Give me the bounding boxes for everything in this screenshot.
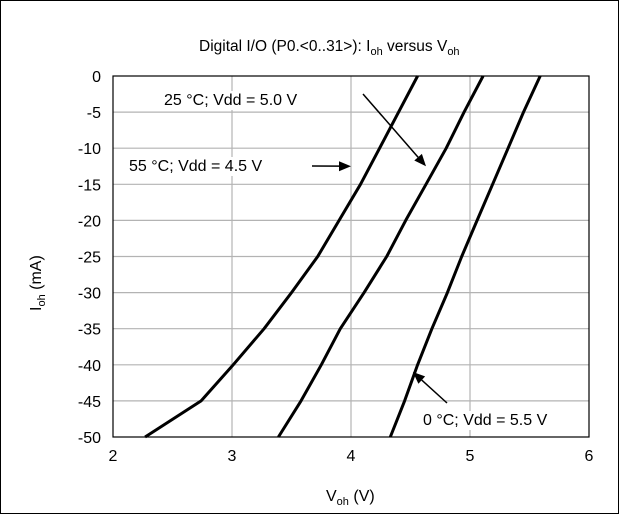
annotation-layer: 25 °C; Vdd = 5.0 V 55 °C; Vdd = 4.5 V 0 °C… <box>127 91 550 430</box>
x-tick-label: 3 <box>228 448 237 465</box>
annotation-label: 55 °C; Vdd = 4.5 V <box>129 158 262 175</box>
y-axis-label-unit: (mA) <box>28 255 45 294</box>
chart-title-main: Digital I/O (P0.<0..31>): I <box>199 38 370 55</box>
y-tick-label: -30 <box>78 286 101 303</box>
x-tick-label: 4 <box>347 448 356 465</box>
chart-title: Digital I/O (P0.<0..31>): Ioh versus Voh <box>199 38 460 58</box>
y-tick-label: -45 <box>78 394 101 411</box>
y-tick-label: -15 <box>78 177 101 194</box>
x-tick-label: 5 <box>466 448 475 465</box>
x-tick-label: 6 <box>585 448 594 465</box>
y-tick-label: -35 <box>78 322 101 339</box>
y-tick-label: -50 <box>78 430 101 447</box>
y-tick-label: -5 <box>87 105 101 122</box>
y-tick-label: 0 <box>92 69 101 86</box>
annotation-label: 25 °C; Vdd = 5.0 V <box>164 92 297 109</box>
y-axis-label-sub: oh <box>36 294 48 306</box>
y-tick-label: -20 <box>78 213 101 230</box>
annotation-arrow-line <box>422 380 447 403</box>
x-axis-label-main: V <box>326 488 337 505</box>
y-tick-label: -25 <box>78 250 101 267</box>
x-axis-label-unit: (V) <box>349 488 375 505</box>
annotation-label: 0 °C; Vdd = 5.5 V <box>423 412 548 429</box>
chart-title-mid: versus V <box>383 38 448 55</box>
chart-title-sub2: oh <box>447 46 459 58</box>
x-tick-label: 2 <box>109 448 118 465</box>
chart-title-sub1: oh <box>370 46 382 58</box>
y-tick-label: -10 <box>78 141 101 158</box>
x-axis-label: Voh (V) <box>326 488 375 508</box>
y-axis-label: Ioh (mA) <box>28 255 48 311</box>
y-tick-label: -40 <box>78 358 101 375</box>
annotation-arrow-head <box>339 161 351 171</box>
x-axis-label-sub: oh <box>337 496 349 508</box>
